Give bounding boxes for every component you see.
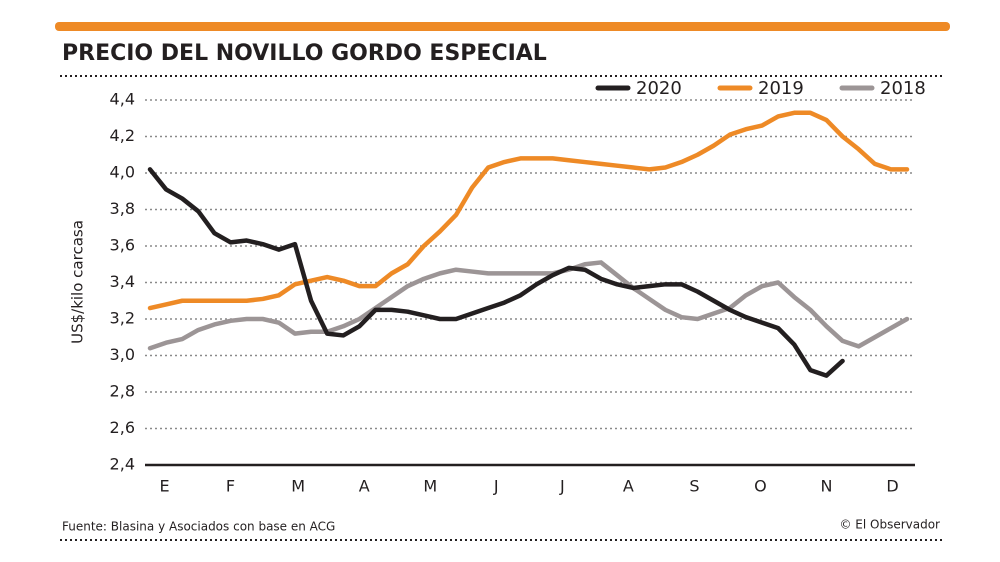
y-tick-label: 3,0: [110, 345, 135, 364]
y-tick-label: 4,2: [110, 126, 135, 145]
legend-label: 2018: [880, 78, 926, 99]
credit: © El Observador: [839, 518, 940, 532]
series-line: [147, 110, 910, 311]
y-tick-label: 4,4: [110, 90, 135, 109]
chart-title: PRECIO DEL NOVILLO GORDO ESPECIAL: [62, 41, 547, 66]
x-tick-label: J: [493, 477, 499, 496]
source: Fuente: Blasina y Asociados con base en …: [62, 520, 335, 534]
y-tick-label: 3,8: [110, 199, 135, 218]
x-tick-label: F: [226, 477, 235, 496]
x-tick-label: M: [423, 477, 437, 496]
top-bar: [55, 22, 950, 31]
y-tick-label: 3,4: [110, 272, 135, 291]
x-tick-label: O: [754, 477, 767, 496]
x-tick-label: S: [689, 477, 699, 496]
x-tick-label: A: [359, 477, 370, 496]
y-tick-label: 2,6: [110, 418, 135, 437]
legend-label: 2019: [758, 78, 804, 99]
x-tick-label: E: [159, 477, 169, 496]
x-tick-label: J: [559, 477, 565, 496]
y-axis-label: US$/kilo carcasa: [69, 220, 87, 344]
x-tick-label: A: [623, 477, 634, 496]
series-line: [147, 167, 845, 378]
y-tick-label: 2,8: [110, 382, 135, 401]
y-tick-label: 4,0: [110, 163, 135, 182]
x-tick-label: M: [291, 477, 305, 496]
y-tick-label: 3,2: [110, 309, 135, 328]
y-tick-label: 2,4: [110, 455, 135, 474]
series-line: [147, 260, 910, 351]
y-tick-label: 3,6: [110, 236, 135, 255]
legend-label: 2020: [636, 78, 682, 99]
x-tick-label: N: [820, 477, 832, 496]
x-tick-label: D: [886, 477, 898, 496]
